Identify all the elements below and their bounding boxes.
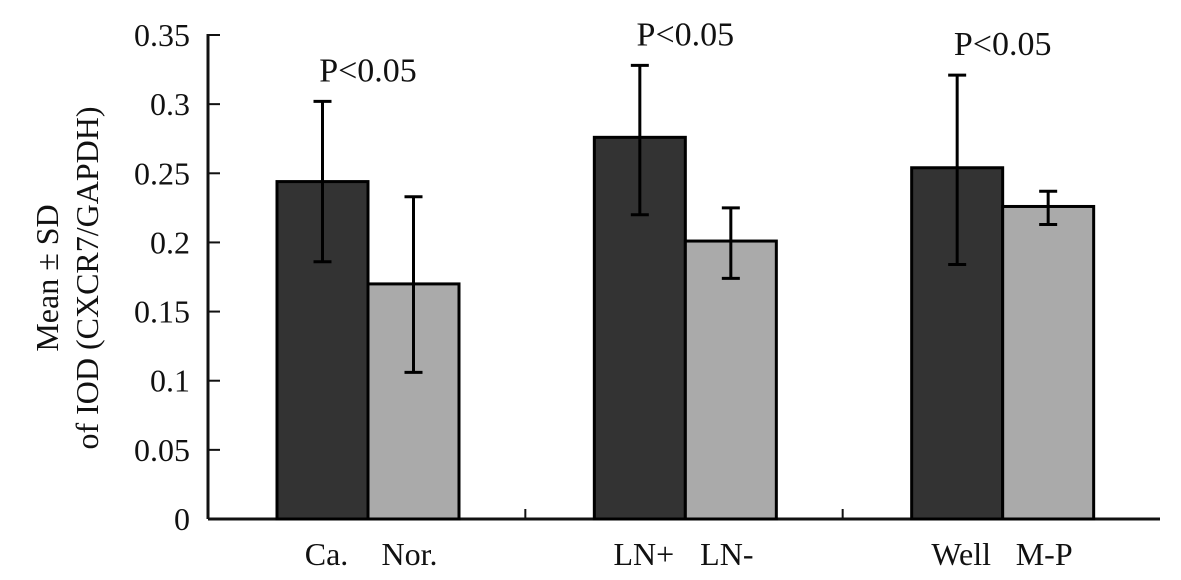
x-tick-label: LN+ [613, 536, 674, 572]
significance-annotation: P<0.05 [954, 26, 1052, 63]
significance-annotation: P<0.05 [637, 16, 735, 53]
y-tick-label: 0 [174, 501, 190, 537]
y-tick-label: 0.3 [150, 86, 190, 122]
y-tick-label: 0.15 [134, 294, 190, 330]
x-tick-label: Well [931, 536, 991, 572]
y-tick-label: 0.05 [134, 432, 190, 468]
bar [683, 239, 778, 521]
y-tick-label: 0.25 [134, 155, 190, 191]
bar [1001, 204, 1096, 521]
x-tick-label: Nor. [382, 536, 438, 572]
y-tick-label: 0.1 [150, 363, 190, 399]
x-tick-label: LN- [700, 536, 753, 572]
y-tick-label: 0.35 [134, 17, 190, 53]
y-axis-label: Mean ± SD of IOD (CXCR7/GAPDH) [29, 106, 105, 449]
y-axis-label-line-2: of IOD (CXCR7/GAPDH) [69, 106, 105, 449]
y-tick-label: 0.2 [150, 224, 190, 260]
x-tick-label: M-P [1016, 536, 1073, 572]
x-tick-label: Ca. [305, 536, 349, 572]
y-axis-label-line-1: Mean ± SD [29, 204, 65, 351]
significance-annotation: P<0.05 [319, 52, 417, 89]
